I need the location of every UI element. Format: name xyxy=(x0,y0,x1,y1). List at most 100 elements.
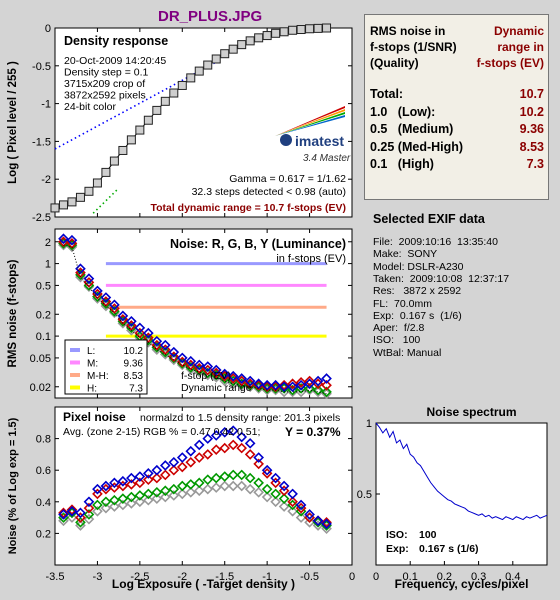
y-tick-label: 1 xyxy=(45,259,51,271)
density-plot-area xyxy=(54,27,353,218)
rms-point xyxy=(219,368,231,380)
pixel-noise-point xyxy=(176,480,188,492)
density-step-marker xyxy=(135,125,145,135)
y-tick-label: 0.4 xyxy=(36,497,51,509)
x-tick-label: 0 xyxy=(373,571,379,583)
density-step-marker xyxy=(211,54,221,64)
pixel-noise-point xyxy=(304,509,315,520)
x-tick-label: -1 xyxy=(262,571,272,583)
logo-stripe xyxy=(275,109,345,136)
spectrum-exp-label: Exp: xyxy=(386,543,409,555)
density-step-marker xyxy=(92,178,102,188)
pixel-noise-point xyxy=(83,496,95,508)
y-tick-label: 0.2 xyxy=(36,309,51,321)
density-chart: -2.5 -2 -1.5 -1 -0.5 0 Log ( Pixel level / 255… xyxy=(7,23,353,224)
legend-value: 7.3 xyxy=(129,384,143,395)
pixel-noise-point xyxy=(100,502,112,514)
summary-header-left-line: RMS noise in xyxy=(370,24,446,38)
pixel-noise-point xyxy=(185,486,197,498)
toe-fit-line xyxy=(92,187,120,214)
pixel-noise-point xyxy=(58,509,69,520)
pixel-noise-point xyxy=(227,469,239,481)
rms-point xyxy=(134,322,146,334)
pixel-noise-point xyxy=(244,449,256,460)
dynamic-range-summary xyxy=(364,14,549,200)
rms-point xyxy=(236,373,248,384)
density-step-marker xyxy=(288,25,298,35)
pixel-noise-point xyxy=(287,488,298,500)
y-tick-label: -2.5 xyxy=(32,212,51,224)
rms-point xyxy=(227,370,239,382)
legend-name: M-H: xyxy=(87,371,109,382)
pixel-noise-point xyxy=(117,499,129,511)
pixel-noise-point xyxy=(185,445,197,457)
summary-row-label: 0.1 (High) xyxy=(370,157,434,171)
rms-point xyxy=(278,381,290,393)
pixel-noise-point xyxy=(159,460,171,471)
rms-noise-chart: 2 1 0.5 0.2 0.1 0.05 0.02 RMS noise (f-stops) No… xyxy=(7,228,353,400)
y-tick-label: 0.1 xyxy=(36,331,51,343)
pixel-noise-point xyxy=(278,493,290,504)
y-tick-label: -0.5 xyxy=(32,61,51,73)
pixel-noise-point xyxy=(92,499,103,511)
rms-point xyxy=(176,356,188,368)
pixel-noise-point xyxy=(244,438,256,449)
exif-title: Selected EXIF data xyxy=(373,212,485,226)
rms-point xyxy=(321,373,332,384)
pixel-noise-chart: -3.5 -3 -2.5 -2 -1.5 -1 -0.5 0 0.2 0.4 0.6 0.8 Noise… xyxy=(7,406,355,591)
rms-point xyxy=(244,375,256,387)
pixel-noise-point xyxy=(151,464,163,476)
pixel-noise-point xyxy=(193,485,205,497)
density-step-marker xyxy=(169,88,179,98)
pixel-noise-point xyxy=(159,469,171,481)
pixel-noise-point xyxy=(100,480,112,492)
rms-point xyxy=(270,381,281,393)
summary-row-value: 7.3 xyxy=(526,157,544,171)
pixel-noise-point xyxy=(168,490,180,501)
rms-point xyxy=(151,335,163,347)
pixel-noise-point xyxy=(168,464,180,476)
rms-point xyxy=(236,379,248,391)
pixel-noise-point xyxy=(75,517,86,528)
x-tick-label: -3.5 xyxy=(46,571,65,583)
spectrum-exp-value: 0.167 s (1/6) xyxy=(419,543,479,555)
exif-line: ISO: 100 xyxy=(373,334,421,347)
rms-point xyxy=(321,379,332,391)
exif-line: Taken: 2009:10:08 12:37:17 xyxy=(373,272,510,285)
pixel-noise-point xyxy=(278,485,290,497)
pixel-noise-point xyxy=(270,477,281,489)
luminance-trace xyxy=(63,244,327,395)
legend-swatch-dot xyxy=(73,385,77,390)
logo-globe xyxy=(280,134,292,146)
pixel-noise-point xyxy=(287,505,298,517)
pixel-noise-point xyxy=(168,456,180,468)
y-tick-label: 0 xyxy=(45,23,51,35)
density-step-marker xyxy=(50,203,60,213)
y-axis-label: Log ( Pixel level / 255 ) xyxy=(7,61,19,184)
density-step-marker xyxy=(194,66,204,76)
pixel-noise-point xyxy=(117,475,129,487)
legend-fstop-label: f-stop (EV) xyxy=(181,370,231,382)
density-step-marker xyxy=(177,80,187,90)
y-tick-label: 0.6 xyxy=(36,465,51,477)
pixel-noise-point xyxy=(83,509,95,520)
pixel-noise-point xyxy=(143,474,154,486)
rms-point xyxy=(193,359,205,371)
density-info-line: 24-bit color xyxy=(64,101,116,113)
pixel-noise-point xyxy=(253,458,264,470)
pixel-noise-point xyxy=(66,505,78,517)
rms-subtitle: in f-stops (EV) xyxy=(276,253,346,265)
density-step-marker xyxy=(75,192,85,202)
density-info-line: 3715x209 crop of xyxy=(64,78,145,90)
density-step-marker xyxy=(322,23,332,33)
pixel-noise-point xyxy=(219,426,231,438)
density-step-marker xyxy=(245,36,255,46)
density-title: Density response xyxy=(64,34,168,48)
legend-swatch-dot xyxy=(73,373,77,377)
exif-line: Res: 3872 x 2592 xyxy=(373,285,462,298)
density-step-marker xyxy=(143,115,153,125)
summary-row-label: 1.0 (Low): xyxy=(370,104,436,119)
rms-point xyxy=(278,379,290,391)
pixel-noise-point xyxy=(134,490,146,501)
x-tick-label: -0.5 xyxy=(300,571,319,583)
